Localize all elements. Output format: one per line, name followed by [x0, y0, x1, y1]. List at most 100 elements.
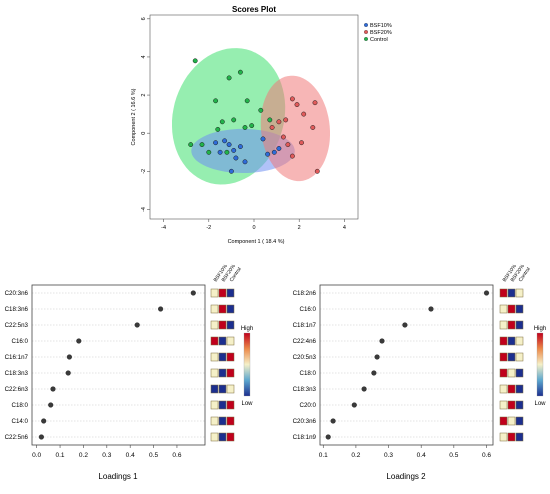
- heat-cell: [226, 368, 235, 378]
- heat-cell: [218, 432, 227, 442]
- x-tick-label: 0.6: [172, 452, 181, 459]
- loadings-1-x-ticks: 0.0 0.1 0.2 0.3 0.4 0.5 0.6: [32, 445, 182, 459]
- x-tick-label: 0.2: [79, 452, 88, 459]
- category-label: C16:1n7: [5, 354, 29, 361]
- heat-cell: [218, 288, 227, 298]
- x-tick-label: 0.3: [102, 452, 111, 459]
- point-control: [215, 126, 221, 132]
- point-bsf10: [242, 159, 248, 165]
- loadings-1-color-key: [243, 332, 251, 397]
- category-label: C20:0: [299, 402, 316, 409]
- heat-cell: [218, 384, 227, 394]
- point-bsf10: [237, 144, 243, 150]
- scores-y-tick-label: 2: [141, 94, 147, 97]
- category-label: C14:0: [11, 418, 28, 425]
- point-bsf10: [222, 138, 228, 144]
- heat-cell: [515, 288, 524, 298]
- point-control: [267, 117, 273, 123]
- category-label: C18:3n3: [5, 370, 29, 377]
- loading-dot: [428, 306, 434, 312]
- heat-cell: [210, 304, 219, 314]
- scores-y-ticks: -4 -2 0 2 4 6: [141, 17, 150, 212]
- loadings-1-heat-headers: BSF10%BSF20%Control: [213, 263, 243, 283]
- heat-cell: [210, 400, 219, 410]
- heat-cell: [507, 432, 516, 442]
- loadings-1-categories: C20:3n6 C18:3n6 C22:5n3 C16:0 C16:1n7 C18:3n3…: [5, 290, 29, 441]
- loading-dot: [48, 402, 54, 408]
- loadings-2-heatmap: [499, 288, 524, 442]
- category-label: C16:0: [299, 306, 316, 313]
- category-label: C18:3n3: [293, 386, 317, 393]
- loadings-1-key-high: High: [241, 326, 253, 332]
- point-bsf10: [271, 149, 277, 155]
- heat-cell: [515, 400, 524, 410]
- scores-plot: Scores Plot -4 -2 0 2 4 -4 -2 0 2 4 6 Component 1…: [131, 5, 392, 245]
- point-bsf20: [285, 142, 291, 148]
- point-bsf10: [226, 142, 232, 148]
- point-control: [249, 123, 255, 129]
- loadings-2-heat-headers: BSF10%BSF20%Control: [502, 263, 532, 283]
- loading-dot: [65, 370, 71, 376]
- heat-cell: [515, 368, 524, 378]
- loading-dot: [190, 290, 196, 296]
- category-label: C18:1n7: [293, 322, 317, 329]
- heat-cell: [499, 416, 508, 426]
- heat-cell: [507, 288, 516, 298]
- heat-cell: [515, 304, 524, 314]
- loading-dot: [134, 322, 140, 328]
- point-control: [213, 98, 219, 104]
- loadings-1-frame: [31, 284, 206, 446]
- category-label: C20:3n6: [293, 418, 317, 425]
- point-bsf10: [231, 147, 237, 153]
- loading-dot: [371, 370, 377, 376]
- heat-cell: [499, 368, 508, 378]
- heat-cell: [226, 416, 235, 426]
- heat-cell: [226, 288, 235, 298]
- loading-dot: [158, 306, 164, 312]
- point-control: [258, 107, 264, 113]
- scores-x-tick-label: 0: [252, 225, 255, 231]
- point-bsf20: [299, 140, 304, 146]
- point-bsf20: [280, 134, 286, 140]
- heat-cell: [507, 352, 516, 362]
- heat-cell: [226, 400, 235, 410]
- category-label: C18:1n9: [293, 434, 317, 441]
- point-bsf10: [213, 140, 219, 146]
- category-label: C22:6n3: [5, 386, 29, 393]
- heat-cell: [515, 336, 524, 346]
- heat-cell: [515, 416, 524, 426]
- heat-cell: [499, 400, 508, 410]
- score-points: [188, 58, 320, 174]
- x-tick-label: 0.1: [319, 452, 328, 459]
- loading-dot: [379, 338, 385, 344]
- point-bsf10: [276, 146, 282, 151]
- category-label: C18:3n6: [5, 306, 29, 313]
- x-tick-label: 0.4: [417, 452, 426, 459]
- loadings-2-dots: [325, 290, 490, 440]
- category-label: C22:4n6: [293, 338, 317, 345]
- scores-x-tick-label: -4: [161, 225, 166, 231]
- loadings-2-frame: [319, 284, 494, 446]
- point-control: [192, 58, 198, 64]
- x-tick-label: 0.5: [149, 452, 158, 459]
- point-bsf10: [228, 168, 234, 174]
- heat-cell: [210, 432, 219, 442]
- heat-cell: [226, 432, 235, 442]
- x-tick-label: 0.4: [126, 452, 135, 459]
- heat-cell: [515, 432, 524, 442]
- loading-dot: [330, 418, 336, 424]
- scores-y-tick-label: 4: [141, 55, 147, 58]
- legend-marker-control: [364, 37, 368, 41]
- point-control: [237, 69, 243, 75]
- loading-dot: [76, 338, 82, 344]
- loadings-2-x-label: Loadings 2: [386, 472, 426, 481]
- heat-cell: [218, 320, 227, 330]
- category-label: C20:5n3: [293, 354, 317, 361]
- point-bsf10: [233, 155, 239, 161]
- point-control: [242, 125, 248, 130]
- point-control: [188, 142, 194, 148]
- loadings-1-heatmap: [210, 288, 235, 442]
- loading-dot: [351, 402, 357, 408]
- heat-cell: [210, 352, 219, 362]
